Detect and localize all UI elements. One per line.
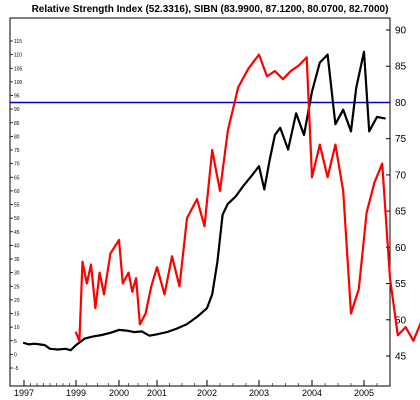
left-tick-label: 45 xyxy=(14,230,20,236)
x-tick-label: 1997 xyxy=(14,388,34,398)
x-tick-label: 2000 xyxy=(109,388,129,398)
left-tick-label: 85 xyxy=(14,121,20,127)
left-tick-label: 65 xyxy=(14,175,20,181)
left-tick-label: 25 xyxy=(14,284,20,290)
right-tick-label: 65 xyxy=(395,207,407,218)
right-tick-label: 50 xyxy=(395,315,407,326)
left-tick-label: 60 xyxy=(14,189,20,195)
left-tick-label: 115 xyxy=(14,39,22,45)
x-tick-label: 2004 xyxy=(302,388,322,398)
left-tick-label: 80 xyxy=(14,134,20,140)
left-tick-label: 30 xyxy=(14,271,20,277)
right-tick-label: 70 xyxy=(395,170,407,181)
left-tick-label: 95 xyxy=(14,94,20,100)
left-tick-label: 5 xyxy=(14,339,17,345)
x-tick-label: 2003 xyxy=(249,388,269,398)
chart-title: Relative Strength Index (52.3316), SIBN … xyxy=(32,4,389,15)
series-line-1 xyxy=(74,53,420,342)
left-tick-label: 100 xyxy=(14,80,23,86)
left-tick-label: 70 xyxy=(14,162,20,168)
x-tick-label: 1999 xyxy=(66,388,86,398)
left-tick-label: 15 xyxy=(14,312,20,318)
right-tick-label: 60 xyxy=(395,243,407,254)
series-line-0 xyxy=(22,50,386,352)
right-tick-label: 45 xyxy=(395,352,407,363)
left-tick-label: 105 xyxy=(14,66,23,72)
left-tick-label: 10 xyxy=(14,325,20,331)
left-tick-label: 20 xyxy=(14,298,20,304)
left-tick-label: 50 xyxy=(14,216,20,222)
left-tick-label: 90 xyxy=(14,107,20,113)
x-tick-label: 2005 xyxy=(354,388,374,398)
left-tick-label: -5 xyxy=(14,366,19,372)
x-tick-label: 2001 xyxy=(147,388,167,398)
left-tick-label: 75 xyxy=(14,148,20,154)
left-tick-label: 110 xyxy=(14,53,22,59)
right-tick-label: 85 xyxy=(395,62,407,73)
left-tick-label: 40 xyxy=(14,243,20,249)
right-tick-label: 55 xyxy=(395,279,407,290)
left-tick-label: 35 xyxy=(14,257,20,263)
left-tick-label: 0 xyxy=(14,352,17,358)
right-tick-label: 90 xyxy=(395,26,407,37)
series-layer xyxy=(22,50,420,352)
right-tick-label: 75 xyxy=(395,134,407,145)
right-tick-label: 80 xyxy=(395,98,407,109)
left-tick-label: 55 xyxy=(14,203,20,209)
plot-frame xyxy=(9,17,391,387)
x-tick-label: 2002 xyxy=(197,388,217,398)
tick-layer: 9085807570656055504511511010510095908580… xyxy=(10,26,407,398)
